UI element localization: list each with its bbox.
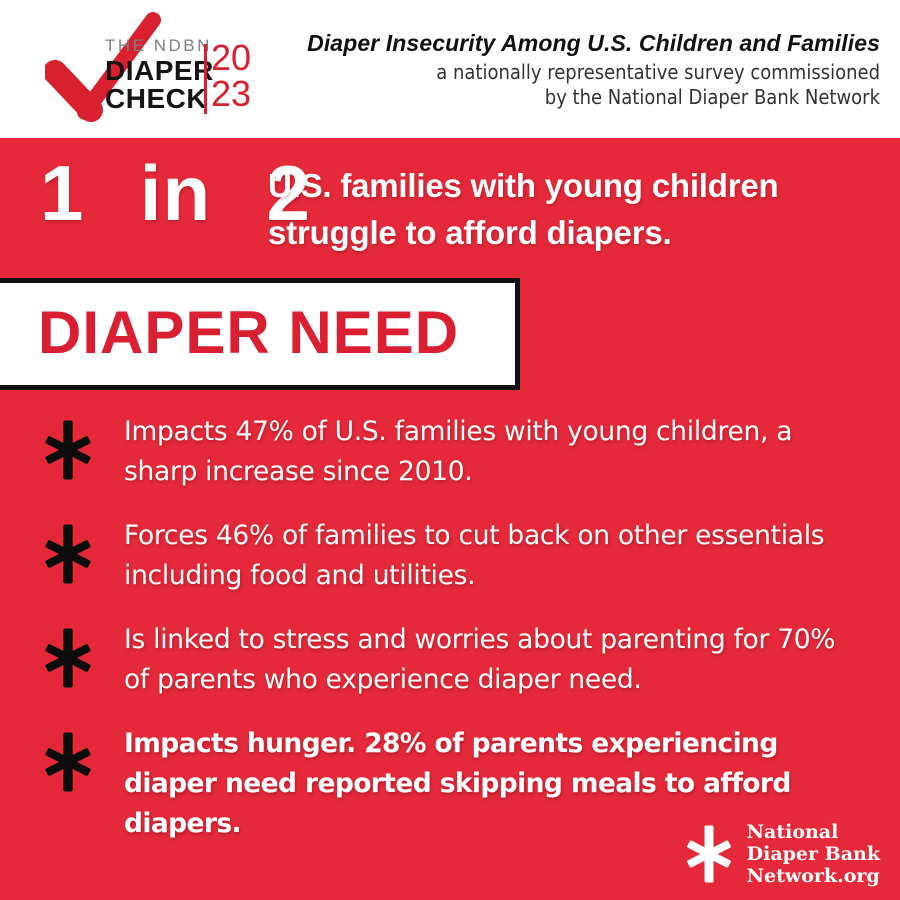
footer-org-line-3: Network.org <box>746 865 880 887</box>
header-title: Diaper Insecurity Among U.S. Children an… <box>307 30 880 56</box>
logo-the-ndbn-label: THE NDBN <box>105 36 212 55</box>
checkmark-icon <box>45 12 161 122</box>
bullet-text: Impacts hunger. 28% of parents experienc… <box>124 728 791 839</box>
logo-diaper-label: DIAPER <box>105 55 214 86</box>
header-subtitle-line-2: by the National Diaper Bank Network <box>544 85 880 109</box>
asterisk-icon <box>45 732 91 792</box>
logo-year-top: 20 <box>211 37 252 78</box>
asterisk-icon <box>45 524 91 584</box>
logo-year-bottom: 23 <box>211 73 252 114</box>
section-heading: DIAPER NEED <box>38 299 460 366</box>
bullet-list: Impacts 47% of U.S. families with young … <box>42 412 862 868</box>
footer-org-line-1: National <box>746 821 839 843</box>
ndbn-diaper-check-logo: THE NDBN DIAPER CHECK 20 23 <box>45 8 265 130</box>
hero-stat: 1 in 2 <box>40 149 311 237</box>
ndbn-asterisk-icon <box>686 825 731 883</box>
logo-check-label: CHECK <box>105 83 208 114</box>
header-subtitle-line-1: a nationally representative survey commi… <box>436 60 880 84</box>
hero-statement: U.S. families with young children strugg… <box>268 167 779 251</box>
bullet-text: Forces 46% of families to cut back on ot… <box>124 520 825 591</box>
logo-year-divider <box>204 44 207 114</box>
bullet-item: Forces 46% of families to cut back on ot… <box>42 516 862 596</box>
footer-org-line-2: Diaper Bank <box>746 843 880 865</box>
header-subtitle: a nationally representative survey commi… <box>307 60 880 110</box>
section-banner: DIAPER NEED <box>0 278 520 390</box>
bullet-text: Impacts 47% of U.S. families with young … <box>124 416 793 487</box>
footer-ndbn-logo: National Diaper Bank Network.org <box>683 821 880 887</box>
asterisk-icon <box>45 420 91 480</box>
bullet-item: Impacts hunger. 28% of parents experienc… <box>42 724 862 844</box>
header: THE NDBN DIAPER CHECK 20 23 Diaper Insec… <box>0 0 900 138</box>
footer-org-name: National Diaper Bank Network.org <box>747 821 880 887</box>
asterisk-icon <box>45 628 91 688</box>
header-text-block: Diaper Insecurity Among U.S. Children an… <box>307 30 880 110</box>
bullet-item: Impacts 47% of U.S. families with young … <box>42 412 862 492</box>
bullet-item: Is linked to stress and worries about pa… <box>42 620 862 700</box>
bullet-text: Is linked to stress and worries about pa… <box>124 624 836 695</box>
